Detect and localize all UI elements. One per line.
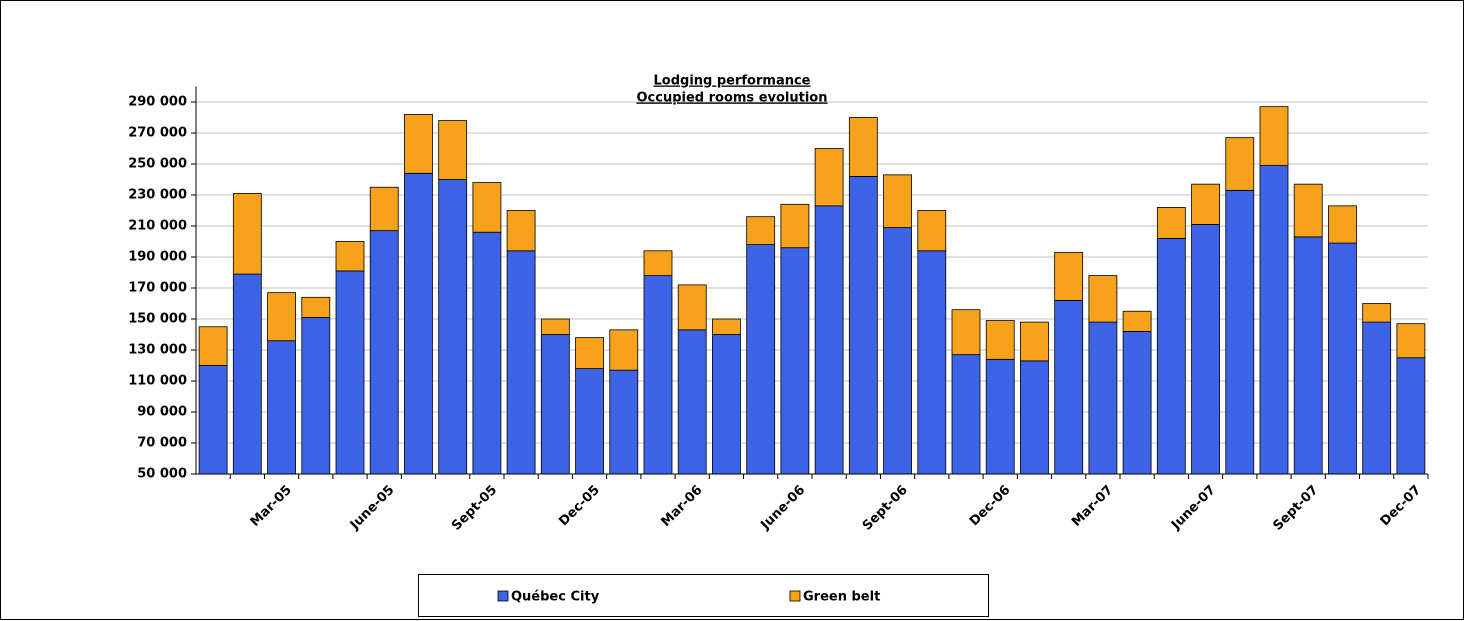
bar-segment — [232, 273, 262, 475]
bar-segment — [643, 275, 673, 475]
bar-segment — [335, 270, 365, 475]
bar-segment — [198, 326, 228, 366]
bar-segment — [506, 250, 536, 475]
bar-segment — [404, 172, 433, 475]
bar-segment — [369, 186, 399, 232]
bar-segment — [1362, 321, 1392, 475]
bar-segment — [780, 247, 810, 475]
bar-segment — [1088, 275, 1118, 323]
legend-swatch — [497, 590, 509, 602]
bar-segment — [335, 241, 365, 272]
bar-segment — [369, 230, 399, 475]
bar-segment — [985, 358, 1015, 475]
bar-segment — [267, 340, 296, 475]
bar-segment — [780, 203, 810, 249]
bar-segment — [1225, 189, 1255, 475]
bar-segment — [1259, 165, 1289, 475]
bar-segment — [883, 227, 912, 475]
bar-segment — [609, 329, 639, 371]
y-tick-label: 190 000 — [128, 250, 187, 265]
y-tick-label: 90 000 — [137, 405, 187, 420]
bar-segment — [1293, 236, 1323, 475]
y-tick-label: 230 000 — [128, 188, 187, 203]
bar-segment — [438, 179, 468, 475]
y-tick-label: 150 000 — [128, 312, 187, 327]
bar-segment — [301, 296, 331, 318]
legend-label: Québec City — [511, 590, 600, 605]
bar-segment — [472, 182, 502, 233]
y-tick-label: 130 000 — [128, 343, 187, 358]
bar-segment — [917, 210, 947, 252]
bar-segment — [1362, 303, 1392, 323]
bar-segment — [1191, 183, 1220, 225]
bar-segment — [848, 175, 878, 475]
bar-segment — [609, 369, 639, 475]
bar-segment — [917, 250, 947, 475]
bar-segment — [1054, 299, 1084, 475]
bar-segment — [1259, 106, 1289, 166]
bar-segment — [540, 334, 570, 475]
bar-segment — [951, 354, 981, 475]
bar-segment — [985, 320, 1015, 360]
bar-segment — [1020, 321, 1049, 362]
y-tick-label: 70 000 — [137, 436, 187, 451]
bar-segment — [267, 292, 296, 342]
legend-label: Green belt — [803, 590, 880, 605]
bar-segment — [643, 250, 673, 277]
bar-segment — [814, 148, 844, 207]
bar-segment — [1293, 183, 1323, 238]
bar-segment — [472, 231, 502, 475]
bar-segment — [198, 365, 228, 475]
bar-segment — [575, 368, 604, 475]
bar-segment — [404, 114, 433, 174]
y-tick-label: 210 000 — [128, 219, 187, 234]
bar-segment — [1122, 330, 1152, 475]
bar-segment — [1122, 310, 1152, 332]
bar-segment — [1054, 251, 1084, 301]
chart-title: Lodging performance — [654, 74, 811, 89]
bar-segment — [677, 284, 707, 331]
y-tick-label: 250 000 — [128, 157, 187, 172]
y-tick-label: 170 000 — [128, 281, 187, 296]
bar-segment — [540, 318, 570, 335]
bar-segment — [1020, 360, 1049, 475]
bar-segment — [1328, 205, 1357, 244]
y-tick-label: 110 000 — [128, 374, 187, 389]
y-tick-label: 290 000 — [128, 95, 187, 110]
bar-segment — [438, 120, 468, 180]
bar-segment — [746, 244, 776, 475]
bar-segment — [746, 216, 776, 245]
bar-segment — [301, 317, 331, 475]
bar-segment — [1191, 224, 1220, 475]
bar-segment — [677, 329, 707, 475]
bar-segment — [712, 334, 741, 475]
bar-segment — [1225, 137, 1255, 191]
bar-segment — [883, 174, 912, 228]
y-tick-label: 50 000 — [137, 467, 187, 482]
bar-segment — [232, 193, 262, 275]
bar-segment — [1396, 323, 1426, 359]
legend-swatch — [789, 590, 801, 602]
bar-segment — [506, 210, 536, 252]
legend-box — [418, 574, 989, 617]
bar-segment — [1156, 206, 1186, 239]
bar-segment — [712, 318, 741, 335]
chart-subtitle: Occupied rooms evolution — [636, 91, 827, 106]
bar-segment — [1088, 321, 1118, 475]
bar-segment — [951, 309, 981, 356]
y-tick-label: 270 000 — [128, 126, 187, 141]
bar-segment — [575, 337, 604, 370]
bar-segment — [1328, 242, 1357, 475]
bar-segment — [848, 117, 878, 177]
bar-segment — [1156, 237, 1186, 475]
bar-segment — [814, 205, 844, 475]
bar-segment — [1396, 357, 1426, 475]
